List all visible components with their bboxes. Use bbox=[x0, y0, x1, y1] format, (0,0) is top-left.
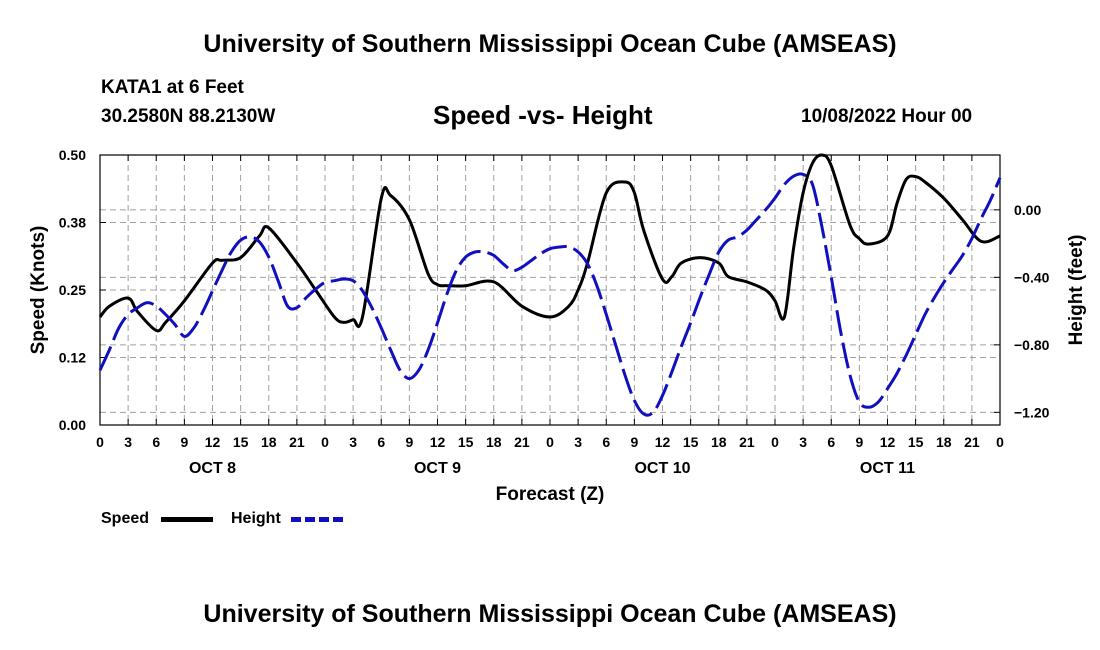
x-tick-label: 12 bbox=[430, 434, 446, 450]
y-tick-label-left: 0.50 bbox=[59, 147, 86, 163]
legend-height-swatch bbox=[291, 517, 343, 522]
x-tick-label: 18 bbox=[486, 434, 502, 450]
x-tick-label: 0 bbox=[771, 434, 779, 450]
series-line-height bbox=[98, 172, 1002, 417]
x-tick-label: 9 bbox=[630, 434, 638, 450]
chart-title-bottom: University of Southern Mississippi Ocean… bbox=[203, 600, 897, 628]
x-tick-label: 0 bbox=[546, 434, 554, 450]
y-tick-label-left: 0.38 bbox=[59, 215, 86, 231]
x-tick-label: 3 bbox=[124, 434, 132, 450]
y-tick-label-right: −0.40 bbox=[1014, 269, 1050, 285]
station-name: KATA1 at 6 Feet bbox=[101, 77, 244, 98]
x-tick-label: 21 bbox=[289, 434, 305, 450]
day-label: OCT 10 bbox=[634, 460, 690, 477]
x-axis-label: Forecast (Z) bbox=[496, 484, 605, 505]
forecast-datetime: 10/08/2022 Hour 00 bbox=[801, 106, 973, 127]
x-tick-label: 9 bbox=[180, 434, 188, 450]
x-tick-label: 21 bbox=[514, 434, 530, 450]
legend-speed-swatch bbox=[161, 517, 213, 522]
x-tick-label: 3 bbox=[349, 434, 357, 450]
x-tick-label: 15 bbox=[233, 434, 249, 450]
x-tick-label: 0 bbox=[996, 434, 1004, 450]
x-tick-label: 15 bbox=[458, 434, 474, 450]
plot-frame bbox=[99, 154, 1001, 426]
x-tick-label: 6 bbox=[602, 434, 610, 450]
y-tick-label-right: 0.00 bbox=[1014, 202, 1041, 218]
x-tick-label: 21 bbox=[964, 434, 980, 450]
x-tick-label: 3 bbox=[799, 434, 807, 450]
x-tick-label: 9 bbox=[405, 434, 413, 450]
legend-height-label: Height bbox=[231, 510, 281, 527]
x-tick-label: 6 bbox=[152, 434, 160, 450]
x-tick-label: 12 bbox=[655, 434, 671, 450]
plot-title: Speed -vs- Height bbox=[433, 100, 653, 130]
y-axis-ticks: 0.00 0.12 0.25 0.38 0.50 −1.20 −0.80 −0.40 0.00 bbox=[59, 147, 1050, 433]
x-tick-label: 18 bbox=[711, 434, 727, 450]
y-tick-label-left: 0.12 bbox=[59, 350, 86, 366]
y-tick-label-left: 0.00 bbox=[59, 417, 86, 433]
day-label: OCT 8 bbox=[189, 460, 236, 477]
x-tick-label: 6 bbox=[827, 434, 835, 450]
x-tick-label: 18 bbox=[261, 434, 277, 450]
x-tick-label: 9 bbox=[855, 434, 863, 450]
legend-speed-label: Speed bbox=[101, 510, 150, 527]
x-tick-label: 18 bbox=[936, 434, 952, 450]
x-tick-label: 21 bbox=[739, 434, 755, 450]
x-tick-label: 12 bbox=[880, 434, 896, 450]
series-line-speed bbox=[98, 153, 1001, 333]
chart-title-top: University of Southern Mississippi Ocean… bbox=[203, 30, 897, 58]
y-tick-label-right: −0.80 bbox=[1014, 337, 1050, 353]
x-tick-label: 15 bbox=[683, 434, 699, 450]
x-tick-label: 15 bbox=[908, 434, 924, 450]
x-axis-ticks: 0 3 6 9 12 15 18 21 0 3 6 9 12 15 18 21 0 3 6 9 12 15 18 21 0 3 6 9… bbox=[96, 155, 1004, 477]
x-tick-label: 0 bbox=[321, 434, 329, 450]
y-tick-label-left: 0.25 bbox=[59, 282, 86, 298]
y-axis-label-left: Speed (Knots) bbox=[28, 226, 49, 355]
x-tick-label: 6 bbox=[377, 434, 385, 450]
series-layer bbox=[98, 153, 1002, 417]
x-tick-label: 0 bbox=[96, 434, 104, 450]
x-tick-label: 12 bbox=[205, 434, 221, 450]
y-axis-label-right: Height (feet) bbox=[1066, 235, 1087, 346]
day-label: OCT 9 bbox=[414, 460, 461, 477]
x-tick-label: 3 bbox=[574, 434, 582, 450]
grid-lines bbox=[100, 155, 1000, 425]
day-label: OCT 11 bbox=[860, 460, 915, 477]
y-tick-label-right: −1.20 bbox=[1014, 404, 1050, 420]
station-coordinates: 30.2580N 88.2130W bbox=[101, 106, 276, 127]
